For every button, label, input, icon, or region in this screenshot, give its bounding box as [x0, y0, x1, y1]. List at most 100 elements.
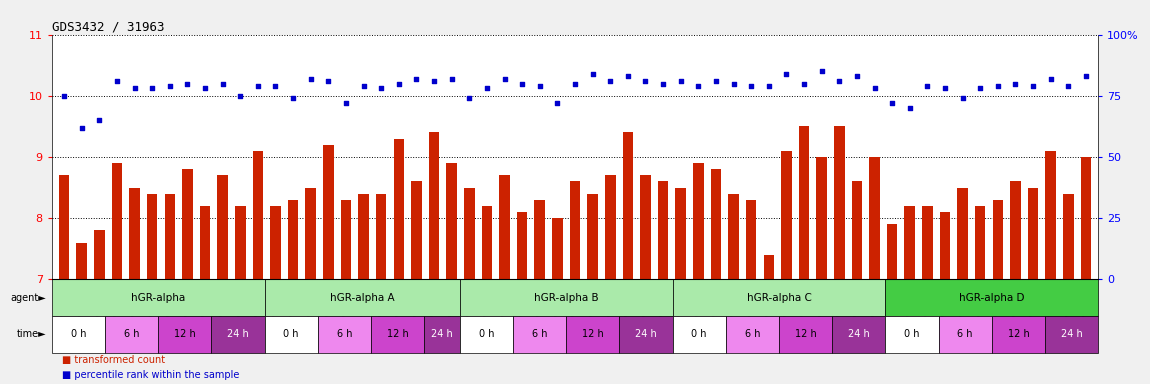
- Text: hGR-alpha A: hGR-alpha A: [330, 293, 394, 303]
- Bar: [569, 181, 581, 279]
- Point: [936, 85, 954, 91]
- Bar: [94, 230, 105, 279]
- Text: 12 h: 12 h: [386, 329, 408, 339]
- Point: [724, 80, 743, 86]
- Point: [530, 83, 549, 89]
- Point: [918, 83, 936, 89]
- Bar: [264, 279, 460, 316]
- Point: [267, 83, 285, 89]
- Bar: [52, 279, 264, 316]
- Bar: [886, 279, 1098, 316]
- Text: hGR-alpha: hGR-alpha: [131, 293, 185, 303]
- Point: [143, 85, 161, 91]
- Bar: [424, 316, 460, 353]
- Bar: [1045, 316, 1098, 353]
- Point: [108, 78, 126, 84]
- Point: [989, 83, 1007, 89]
- Point: [460, 95, 478, 101]
- Bar: [620, 316, 673, 353]
- Bar: [1063, 194, 1074, 279]
- Bar: [446, 163, 457, 279]
- Bar: [359, 194, 369, 279]
- Point: [830, 78, 849, 84]
- Bar: [1081, 157, 1091, 279]
- Point: [601, 78, 620, 84]
- Bar: [991, 316, 1045, 353]
- Text: 12 h: 12 h: [1007, 329, 1029, 339]
- Bar: [975, 206, 986, 279]
- Bar: [253, 151, 263, 279]
- Bar: [675, 187, 687, 279]
- Text: 0 h: 0 h: [70, 329, 86, 339]
- Text: agent►: agent►: [10, 293, 46, 303]
- Bar: [940, 212, 950, 279]
- Point: [583, 71, 601, 77]
- Point: [407, 76, 426, 82]
- Bar: [673, 279, 886, 316]
- Bar: [869, 157, 880, 279]
- Bar: [693, 163, 704, 279]
- Text: 24 h: 24 h: [1060, 329, 1082, 339]
- Text: 0 h: 0 h: [904, 329, 920, 339]
- Bar: [463, 187, 475, 279]
- Text: ■ transformed count: ■ transformed count: [62, 355, 166, 365]
- Point: [900, 105, 919, 111]
- Bar: [726, 316, 779, 353]
- Point: [214, 80, 232, 86]
- Text: 12 h: 12 h: [174, 329, 196, 339]
- Point: [865, 85, 883, 91]
- Bar: [105, 316, 159, 353]
- Point: [248, 83, 267, 89]
- Point: [231, 93, 250, 99]
- Point: [953, 95, 972, 101]
- Point: [1006, 80, 1025, 86]
- Bar: [938, 316, 991, 353]
- Bar: [264, 316, 317, 353]
- Bar: [217, 175, 228, 279]
- Bar: [566, 316, 620, 353]
- Bar: [340, 200, 351, 279]
- Bar: [513, 316, 566, 353]
- Bar: [159, 316, 212, 353]
- Bar: [588, 194, 598, 279]
- Text: time►: time►: [17, 329, 46, 339]
- Point: [178, 80, 197, 86]
- Bar: [76, 243, 87, 279]
- Bar: [412, 181, 422, 279]
- Bar: [641, 175, 651, 279]
- Point: [654, 80, 673, 86]
- Point: [513, 80, 531, 86]
- Bar: [746, 200, 757, 279]
- Bar: [270, 206, 281, 279]
- Bar: [1010, 181, 1021, 279]
- Bar: [235, 206, 246, 279]
- Bar: [658, 181, 668, 279]
- Bar: [59, 175, 69, 279]
- Text: 6 h: 6 h: [744, 329, 760, 339]
- Bar: [992, 200, 1003, 279]
- Bar: [764, 255, 774, 279]
- Text: 24 h: 24 h: [431, 329, 453, 339]
- Point: [883, 100, 902, 106]
- Point: [971, 85, 989, 91]
- Bar: [429, 132, 439, 279]
- Text: hGR-alpha D: hGR-alpha D: [959, 293, 1025, 303]
- Bar: [182, 169, 193, 279]
- Text: 6 h: 6 h: [531, 329, 547, 339]
- Text: 6 h: 6 h: [337, 329, 352, 339]
- Point: [1024, 83, 1042, 89]
- Bar: [673, 316, 726, 353]
- Text: 12 h: 12 h: [795, 329, 816, 339]
- Point: [619, 73, 637, 79]
- Point: [689, 83, 707, 89]
- Bar: [922, 206, 933, 279]
- Text: 24 h: 24 h: [227, 329, 248, 339]
- Bar: [52, 316, 105, 353]
- Text: 0 h: 0 h: [283, 329, 299, 339]
- Text: hGR-alpha B: hGR-alpha B: [534, 293, 598, 303]
- Bar: [147, 194, 158, 279]
- Bar: [833, 316, 886, 353]
- Bar: [711, 169, 721, 279]
- Bar: [1028, 187, 1038, 279]
- Point: [812, 68, 830, 74]
